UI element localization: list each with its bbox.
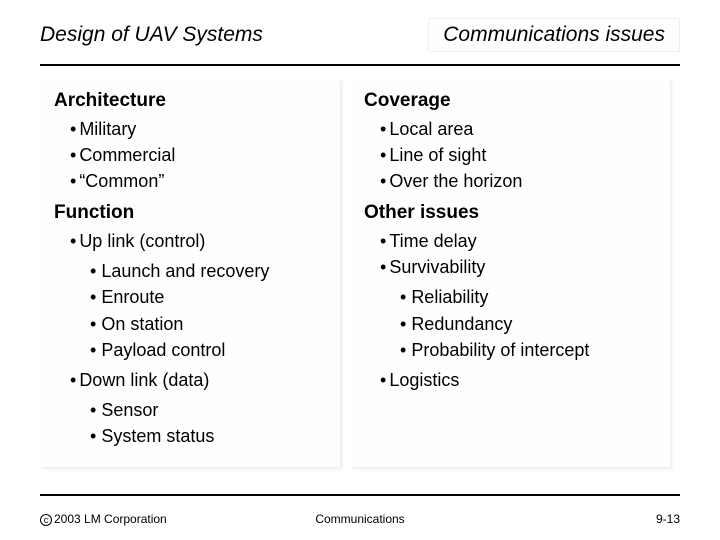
list-subitem: Probability of intercept bbox=[400, 337, 656, 363]
bottom-divider bbox=[40, 494, 680, 496]
section-heading: Architecture bbox=[54, 90, 326, 112]
footer-center: Communications bbox=[315, 512, 404, 526]
list-item: Over the horizon bbox=[380, 168, 656, 194]
footer: c2003 LM Corporation Communications 9-13 bbox=[40, 512, 680, 526]
footer-copyright: c2003 LM Corporation bbox=[40, 512, 167, 526]
copyright-text: 2003 LM Corporation bbox=[54, 512, 167, 526]
list-item: Military bbox=[70, 116, 326, 142]
page-title-right: Communications issues bbox=[428, 18, 680, 52]
list-item: Survivability bbox=[380, 254, 656, 280]
list-subitem: Redundancy bbox=[400, 311, 656, 337]
list-subitem: Sensor bbox=[90, 397, 326, 423]
top-divider bbox=[40, 64, 680, 66]
list-item: “Common” bbox=[70, 168, 326, 194]
left-column: Architecture Military Commercial “Common… bbox=[40, 78, 340, 467]
list-subitem: Enroute bbox=[90, 284, 326, 310]
section-heading: Coverage bbox=[364, 90, 656, 112]
list-subitem: On station bbox=[90, 311, 326, 337]
list-item: Logistics bbox=[380, 367, 656, 393]
footer-page-number: 9-13 bbox=[656, 512, 680, 526]
list-subitem: Payload control bbox=[90, 337, 326, 363]
list-item: Commercial bbox=[70, 142, 326, 168]
content-columns: Architecture Military Commercial “Common… bbox=[0, 78, 720, 467]
header: Design of UAV Systems Communications iss… bbox=[0, 0, 720, 60]
right-column: Coverage Local area Line of sight Over t… bbox=[350, 78, 670, 467]
list-subitem: Launch and recovery bbox=[90, 258, 326, 284]
list-item: Down link (data) bbox=[70, 367, 326, 393]
section-heading: Other issues bbox=[364, 202, 656, 224]
list-item: Local area bbox=[380, 116, 656, 142]
list-item: Line of sight bbox=[380, 142, 656, 168]
list-item: Up link (control) bbox=[70, 228, 326, 254]
list-subitem: Reliability bbox=[400, 284, 656, 310]
list-subitem: System status bbox=[90, 423, 326, 449]
copyright-icon: c bbox=[40, 514, 52, 526]
list-item: Time delay bbox=[380, 228, 656, 254]
page-title-left: Design of UAV Systems bbox=[40, 23, 263, 47]
section-heading: Function bbox=[54, 202, 326, 224]
